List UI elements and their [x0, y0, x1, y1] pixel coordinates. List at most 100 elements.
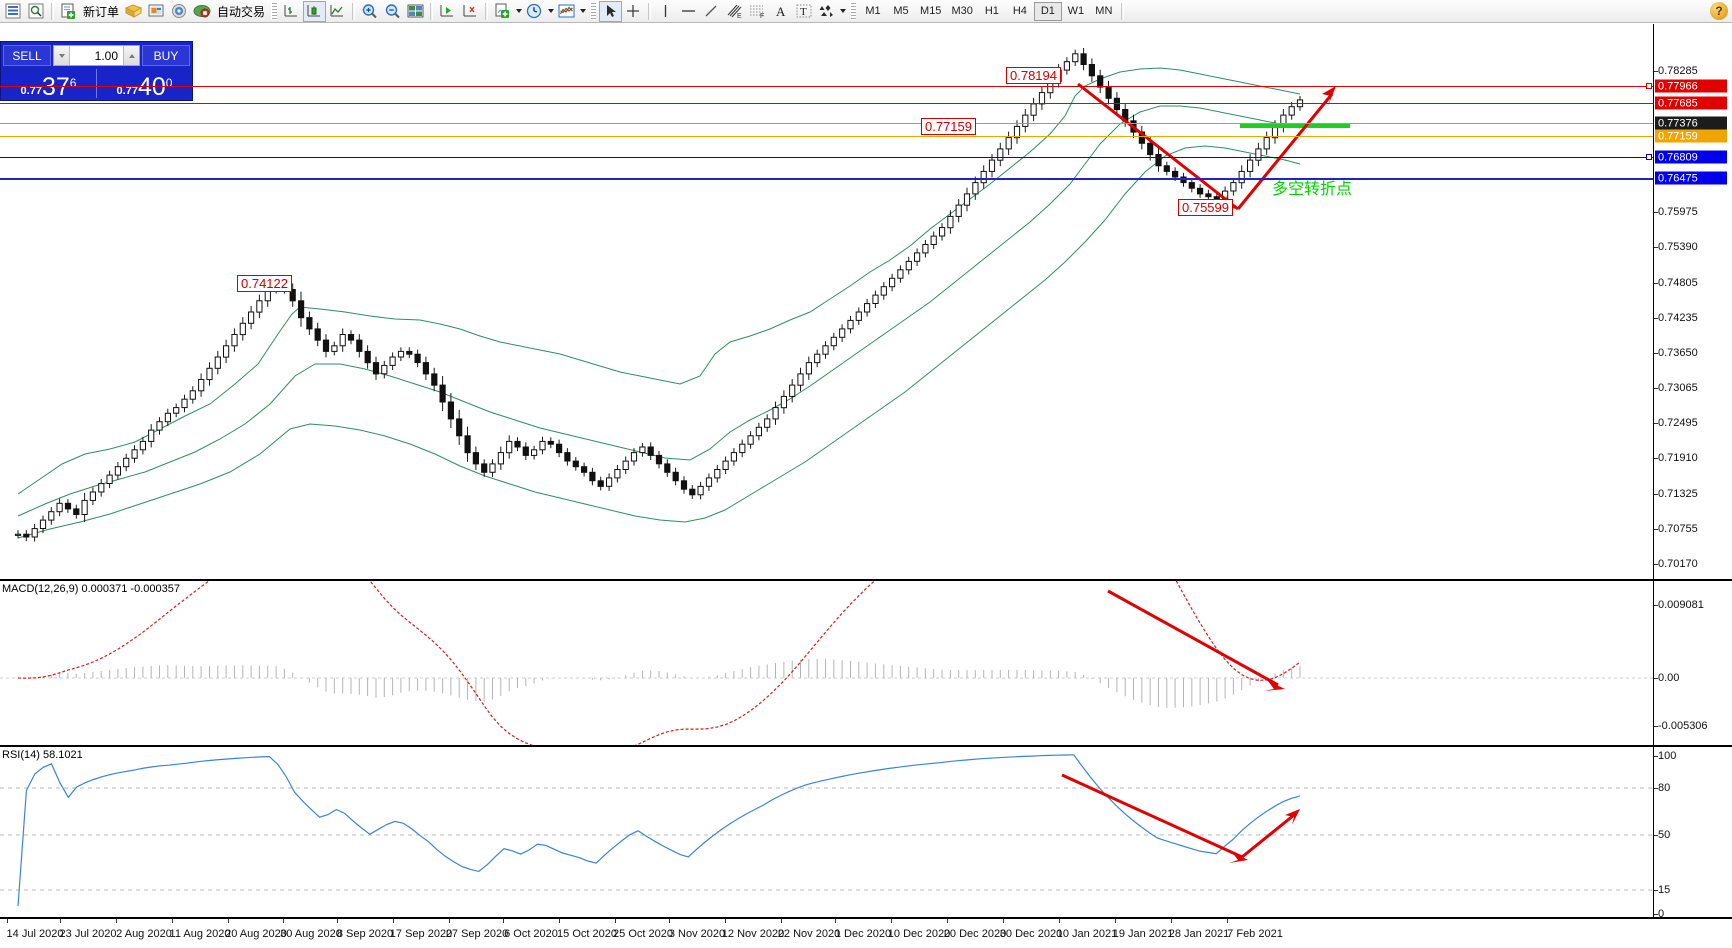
metaeditor-icon[interactable] [122, 1, 145, 22]
price-plot-area[interactable]: 0.78194 0.77159 0.75599 0.74122 多空转折点 [0, 24, 1653, 579]
candlestick-chart-icon[interactable] [303, 0, 327, 22]
toolbar-grip-3[interactable] [850, 2, 857, 20]
market-watch-icon[interactable] [2, 1, 25, 22]
price-level-label[interactable]: 0.76475 [1655, 171, 1727, 185]
price-level-label[interactable]: 0.77685 [1655, 96, 1727, 110]
indicators-dropdown-icon[interactable] [578, 1, 587, 21]
tile-windows-icon[interactable] [404, 1, 427, 22]
toolbar-grip-2[interactable] [590, 2, 597, 20]
axis-tickmark [1654, 247, 1658, 248]
auto-scroll-icon[interactable] [459, 1, 482, 22]
date-tickmark [449, 919, 450, 923]
line-handle-support[interactable] [1646, 154, 1652, 160]
date-tickmark [1171, 919, 1172, 923]
volume-decrement-icon[interactable] [54, 46, 70, 65]
timeframe-w1[interactable]: W1 [1067, 5, 1085, 17]
vertical-line-icon[interactable] [654, 1, 677, 22]
macd-axis[interactable]: 0.009081 0.00 -0.005306 [1653, 581, 1732, 745]
text-label-icon[interactable]: A [769, 1, 792, 22]
one-click-trading-panel[interactable]: SELL 1.00 BUY 0.77 37 6 0.77 40 0 [0, 41, 193, 101]
support-line-0-76475[interactable] [0, 178, 1653, 180]
sell-price-prefix: 0.77 [20, 85, 42, 97]
buy-price[interactable]: 0.77 40 0 [97, 67, 192, 100]
pricetag-0-74122[interactable]: 0.74122 [237, 275, 292, 292]
timeframe-m15[interactable]: M15 [920, 5, 942, 17]
price-level-label[interactable]: 0.76809 [1655, 150, 1727, 164]
rsi-title: RSI(14) 58.1021 [2, 749, 83, 761]
fibonacci-icon[interactable]: F [746, 1, 769, 22]
new-chart-dropdown-icon[interactable] [514, 1, 523, 21]
shapes-dropdown-icon[interactable] [838, 1, 847, 21]
axis-tickmark [1654, 678, 1658, 679]
crosshair-icon[interactable] [622, 1, 645, 22]
price-level-label[interactable]: 0.77376 [1655, 116, 1727, 130]
shapes-icon[interactable] [815, 1, 838, 22]
timeframe-m30[interactable]: M30 [951, 5, 973, 17]
help-icon[interactable]: ? [1710, 2, 1728, 20]
period-clock-icon[interactable] [523, 1, 546, 22]
macd-pane[interactable]: MACD(12,26,9) 0.000371 -0.000357 0.00908… [0, 580, 1732, 746]
trendline-icon[interactable] [700, 1, 723, 22]
period-dropdown-icon[interactable] [546, 1, 555, 21]
date-axis-label: 17 Sep 2020 [389, 928, 453, 940]
price-level-label[interactable]: 0.77966 [1655, 79, 1727, 93]
axis-tick-label: 80 [1658, 782, 1671, 794]
toolbar-separator-5 [648, 2, 652, 20]
pricetag-0-78194[interactable]: 0.78194 [1006, 67, 1061, 84]
sell-price[interactable]: 0.77 37 6 [1, 67, 96, 100]
resistance-line-0-77966[interactable] [0, 86, 1653, 87]
price-level-label[interactable]: 0.77159 [1655, 129, 1727, 143]
new-order-icon[interactable] [57, 1, 80, 22]
timeframe-mn[interactable]: MN [1095, 5, 1113, 17]
support-line-0-76809[interactable] [0, 157, 1653, 158]
price-axis[interactable]: 0.78285 0.75975 0.75390 0.74805 0.74235 0.736… [1653, 24, 1732, 641]
date-tickmark [615, 919, 616, 923]
horizontal-line-icon[interactable] [677, 1, 700, 22]
zoom-in-icon[interactable] [358, 1, 381, 22]
volume-value[interactable]: 1.00 [94, 48, 118, 63]
new-chart-icon[interactable] [491, 1, 514, 22]
equidistant-channel-icon[interactable]: E [723, 1, 746, 22]
rsi-plot-area[interactable] [0, 747, 1653, 917]
indicators-icon[interactable] [555, 1, 578, 22]
date-tickmark [947, 919, 948, 923]
pricetag-0-75599[interactable]: 0.75599 [1178, 199, 1233, 216]
date-axis[interactable]: 14 Jul 2020 23 Jul 2020 2 Aug 2020 11 Aug 2… [0, 918, 1732, 948]
date-tickmark [1227, 919, 1228, 923]
timeframe-m5[interactable]: M5 [893, 5, 909, 17]
pivot-line-0-77159[interactable] [0, 136, 1653, 137]
line-handle-upper[interactable] [1646, 83, 1652, 89]
timeframe-d1[interactable]: D1 [1033, 1, 1062, 21]
macd-plot-area[interactable] [0, 581, 1653, 745]
zoom-out-icon[interactable] [381, 1, 404, 22]
bar-chart-icon[interactable] [280, 1, 303, 22]
signals-icon[interactable] [168, 1, 191, 22]
rsi-axis[interactable]: 100 80 50 15 0 [1653, 747, 1732, 920]
rsi-pane[interactable]: RSI(14) 58.1021 100 80 50 15 0 [0, 746, 1732, 920]
cursor-icon[interactable] [599, 0, 623, 22]
autotrading-icon[interactable] [191, 1, 214, 22]
axis-tick-label: 0.73065 [1658, 382, 1698, 394]
date-axis-label: 15 Oct 2020 [557, 928, 617, 940]
axis-tickmark [1654, 318, 1658, 319]
timeframe-m1[interactable]: M1 [865, 5, 881, 17]
pricetag-0-77159[interactable]: 0.77159 [921, 118, 976, 135]
autotrading-label[interactable]: 自动交易 [217, 4, 266, 19]
macd-title: MACD(12,26,9) 0.000371 -0.000357 [2, 583, 180, 595]
axis-tickmark [1654, 914, 1658, 915]
price-chart-pane[interactable]: 0.78194 0.77159 0.75599 0.74122 多空转折点 0.… [0, 24, 1732, 641]
timeframe-h4[interactable]: H4 [1012, 5, 1027, 17]
navigator-icon[interactable] [25, 1, 48, 22]
text-box-icon[interactable]: T [792, 1, 815, 22]
timeframe-h1[interactable]: H1 [984, 5, 999, 17]
resistance-line-0-77685[interactable] [0, 103, 1653, 104]
new-order-label[interactable]: 新订单 [83, 4, 120, 19]
volume-increment-icon[interactable] [123, 46, 139, 65]
sell-button[interactable]: SELL [3, 45, 51, 66]
line-chart-icon[interactable] [326, 1, 349, 22]
volume-input[interactable]: 1.00 [53, 45, 140, 66]
toolbar-grip[interactable] [271, 2, 278, 20]
chart-shift-icon[interactable] [436, 1, 459, 22]
buy-button[interactable]: BUY [142, 45, 190, 66]
terminal-icon[interactable] [145, 1, 168, 22]
